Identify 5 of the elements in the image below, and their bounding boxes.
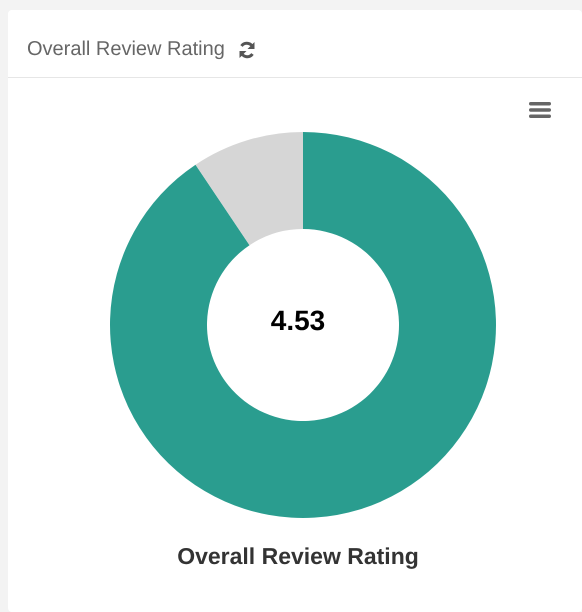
donut-slice <box>196 132 303 246</box>
text: Overall Review Rating <box>27 38 225 61</box>
donut-slice <box>110 132 496 518</box>
text: Overall Review Rating <box>176 543 420 570</box>
text: 4.53 <box>270 305 326 336</box>
